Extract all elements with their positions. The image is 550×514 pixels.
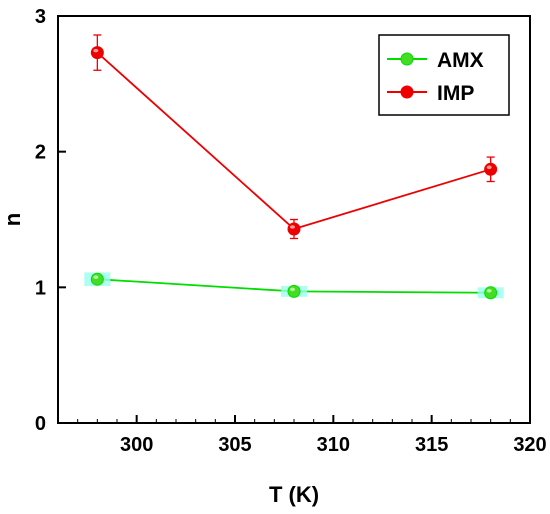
- legend-marker-amx: [400, 52, 414, 66]
- y-tick-label: 1: [35, 277, 46, 299]
- legend-label-imp: IMP: [437, 82, 474, 105]
- series-imp: [90, 34, 498, 240]
- y-axis-title: n: [0, 213, 25, 226]
- legend-box: [378, 34, 510, 116]
- legend-item-imp: IMP: [387, 82, 474, 105]
- y-tick-label: 2: [35, 142, 46, 164]
- x-tick-label: 315: [415, 434, 448, 456]
- x-tick-label: 305: [218, 434, 251, 456]
- x-tick-label: 320: [513, 434, 546, 456]
- y-tick-label: 0: [35, 413, 46, 435]
- point-imp: [484, 162, 498, 176]
- legend-item-amx: AMX: [387, 49, 484, 72]
- series-amx: [84, 272, 504, 300]
- point-highlight-amx: [290, 287, 295, 292]
- y-tick-label: 3: [35, 6, 46, 28]
- point-highlight-amx: [486, 288, 492, 293]
- axes: 300 305 310 315 320 0 1 2 3 T (K) n: [0, 6, 547, 507]
- point-highlight-imp: [93, 48, 99, 53]
- legend: AMX IMP: [378, 34, 510, 116]
- point-highlight-amx: [93, 275, 99, 279]
- point-highlight-imp: [486, 165, 492, 170]
- point-imp: [90, 46, 104, 60]
- legend-label-amx: AMX: [437, 49, 484, 72]
- point-imp: [287, 222, 301, 236]
- x-tick-label: 300: [120, 434, 153, 456]
- x-tick-label: 310: [317, 434, 350, 456]
- x-axis-title: T (K): [269, 482, 319, 507]
- point-amx: [484, 286, 498, 300]
- point-amx: [90, 272, 104, 286]
- point-amx: [287, 284, 301, 298]
- point-highlight-imp: [290, 225, 295, 229]
- legend-marker-imp: [400, 85, 414, 99]
- plot-area: [84, 34, 504, 300]
